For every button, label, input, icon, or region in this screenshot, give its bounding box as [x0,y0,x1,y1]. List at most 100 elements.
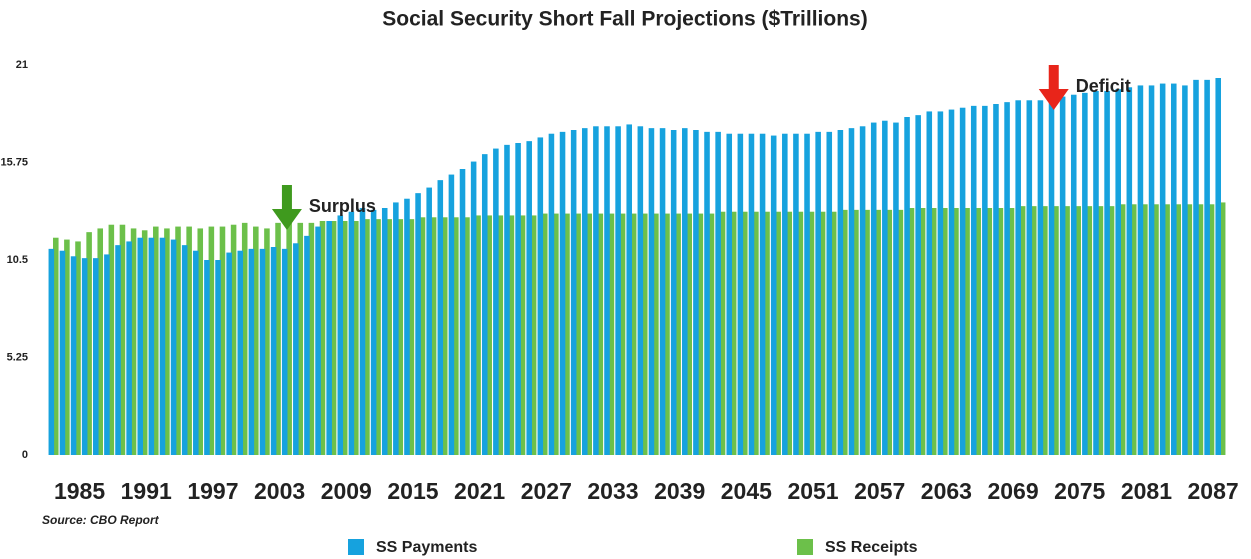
bar [719,211,726,455]
bar [1108,206,1115,455]
x-tick-label: 2075 [1054,478,1105,504]
annotation: Deficit [1076,76,1131,96]
bar [64,239,70,455]
bar [159,237,166,455]
bar [115,245,121,455]
bar [975,208,981,455]
bar [904,117,910,455]
bar [564,213,570,455]
bar [897,209,904,455]
bar [326,221,332,455]
bar [86,232,92,455]
bar [281,248,288,455]
bar [148,237,155,455]
bar [1093,91,1099,455]
bar [193,250,199,455]
bar [830,211,837,455]
legend-swatch [348,539,364,555]
bar [330,221,337,455]
bar [126,241,132,455]
bar [404,198,410,455]
bar [882,120,888,455]
bar [241,222,248,455]
bar [708,213,715,455]
bar [1126,87,1133,456]
annotation-arrow [271,185,302,230]
bar [659,128,666,455]
bar [553,213,559,455]
bar [948,109,955,456]
bar [1019,206,1026,455]
bar [364,219,370,455]
annotation-arrow [1038,65,1069,110]
bar [486,215,492,455]
bar [693,130,699,455]
bar [48,248,55,455]
x-tick-label: 2021 [454,478,505,504]
x-tick-label: 2087 [1188,478,1239,504]
bar [297,222,304,455]
bar [964,208,970,455]
bar [237,250,244,455]
bar [886,209,893,455]
bar [430,217,437,455]
bar [119,224,126,455]
bar [459,169,466,455]
bar [908,208,915,455]
bar [1104,91,1110,455]
bar [626,124,632,455]
bar [308,222,315,455]
bar [1030,206,1037,455]
bar [559,131,566,455]
bar [230,224,237,455]
bar [397,219,404,455]
bar [1082,92,1088,455]
bar [181,245,188,455]
bar [1193,79,1199,455]
bar [1053,206,1059,455]
bar [141,230,148,455]
bar [715,131,721,455]
bar [775,211,781,455]
x-tick-label: 2039 [654,478,705,504]
bar [915,115,921,456]
bar [1037,100,1044,456]
bar [1208,204,1215,455]
bar [604,126,610,456]
bar [730,211,737,455]
bar [1042,206,1048,455]
bar [1026,100,1033,456]
bar [926,111,933,455]
x-tick-label: 2057 [854,478,905,504]
bar [293,243,299,455]
bar [419,217,426,455]
bar [1008,208,1015,455]
bar [670,130,677,455]
y-tick-label: 0 [22,449,28,461]
bar [437,180,444,455]
bar [537,137,544,455]
bar [519,215,526,455]
bar [786,211,793,455]
bar [515,143,521,455]
bar [1059,96,1066,456]
bar [259,248,266,455]
bar [815,131,821,455]
bar [630,213,637,455]
bar [942,208,948,455]
bar [808,211,815,455]
bar [619,213,626,455]
bar [208,226,215,455]
bar [1175,204,1181,455]
bar [848,128,855,455]
bar [819,211,826,455]
bar [270,247,277,455]
bar [104,254,110,455]
bar [348,211,355,455]
bar [742,211,748,455]
bar [337,215,344,455]
bar [615,126,621,456]
bar [586,213,592,455]
bar [508,215,515,455]
x-tick-label: 1997 [187,478,238,504]
